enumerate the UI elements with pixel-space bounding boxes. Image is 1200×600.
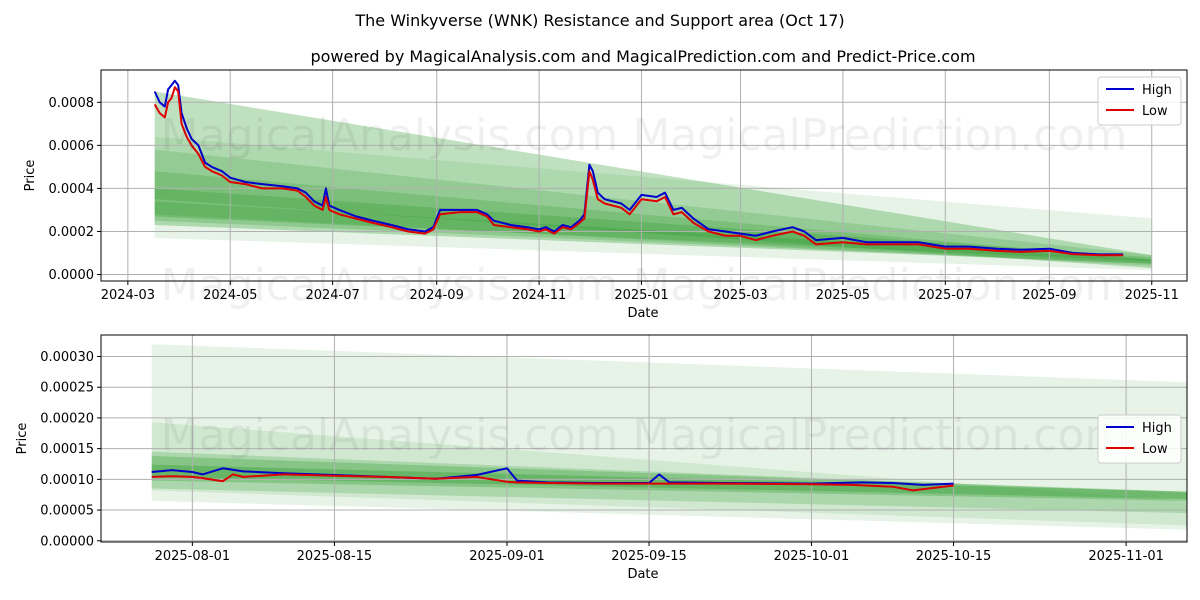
series-group — [151, 467, 954, 492]
x-tick-label: 2025-11 — [1125, 288, 1179, 303]
support-band-1 — [151, 422, 1187, 526]
y-tick-label: 0.00010 — [40, 473, 94, 488]
y-tick-label: 0.0000 — [49, 268, 95, 283]
y-tick-label: 0.00030 — [40, 350, 94, 365]
x-tick-label: 2025-09 — [1022, 288, 1076, 303]
legend-label: High — [1142, 421, 1172, 436]
chart-title: The Winkyverse (WNK) Resistance and Supp… — [354, 11, 844, 30]
top-panel: MagicalAnalysis.com MagicalPrediction.co… — [23, 69, 1188, 321]
x-tick-label: 2025-10-15 — [916, 549, 992, 564]
x-tick-label: 2024-05 — [203, 288, 257, 303]
x-tick-label: 2025-11-01 — [1088, 549, 1164, 564]
series-group — [153, 79, 1124, 257]
y-tick-label: 0.00015 — [40, 442, 94, 457]
y-tick-label: 0.0008 — [49, 96, 95, 111]
x-tick-label: 2025-08-01 — [155, 549, 231, 564]
x-tick-label: 2025-01 — [614, 288, 668, 303]
x-tick-label: 2025-05 — [816, 288, 870, 303]
x-tick-label: 2025-09-15 — [611, 549, 687, 564]
support-band-3 — [151, 456, 1187, 501]
x-tick-label: 2025-09-01 — [469, 549, 545, 564]
y-axis-label: Price — [15, 423, 30, 455]
series-line-low — [153, 86, 1124, 257]
y-tick-label: 0.00020 — [40, 411, 94, 426]
support-band-0 — [154, 91, 1152, 269]
chart-legend: High Low — [1097, 414, 1182, 464]
x-tick-label: 2025-10-01 — [774, 549, 850, 564]
x-tick-label: 2024-09 — [410, 288, 464, 303]
x-axis-label: Date — [627, 567, 658, 582]
y-tick-label: 0.0006 — [49, 139, 95, 154]
x-tick-label: 2024-11 — [512, 288, 566, 303]
y-tick-label: 0.00005 — [40, 504, 94, 519]
support-band-3 — [154, 171, 1152, 264]
x-tick-label: 2025-03 — [713, 288, 767, 303]
support-band-0 — [151, 344, 1187, 530]
legend-label: Low — [1142, 442, 1168, 457]
y-tick-label: 0.0004 — [49, 182, 95, 197]
watermark-text: MagicalAnalysis.com MagicalPrediction.co… — [161, 410, 1128, 461]
legend-label: High — [1142, 83, 1172, 98]
watermark-text: MagicalAnalysis.com MagicalPrediction.co… — [161, 260, 1128, 311]
y-tick-label: 0.00025 — [40, 381, 94, 396]
y-axis-label: Price — [23, 160, 38, 192]
y-tick-label: 0.00000 — [40, 534, 94, 549]
x-axis-label: Date — [627, 306, 658, 321]
legend-label: Low — [1142, 104, 1168, 119]
series-line-high — [151, 467, 954, 486]
support-band-1 — [154, 136, 1152, 271]
chart-subtitle: powered by MagicalAnalysis.com and Magic… — [310, 47, 975, 66]
watermark-text: MagicalAnalysis.com MagicalPrediction.co… — [161, 110, 1128, 161]
x-tick-label: 2025-08-15 — [297, 549, 373, 564]
series-line-low — [151, 473, 954, 492]
bottom-panel: MagicalAnalysis.com MagicalPrediction.co… — [15, 334, 1188, 582]
series-line-high — [153, 79, 1124, 256]
x-tick-label: 2024-03 — [101, 288, 155, 303]
x-tick-label: 2024-07 — [305, 288, 359, 303]
plot-frame — [100, 334, 1188, 543]
support-band-2 — [154, 149, 1152, 266]
plot-frame — [100, 69, 1188, 282]
y-tick-label: 0.0002 — [49, 225, 95, 240]
x-tick-label: 2025-07 — [918, 288, 972, 303]
chart-legend: High Low — [1097, 76, 1182, 126]
